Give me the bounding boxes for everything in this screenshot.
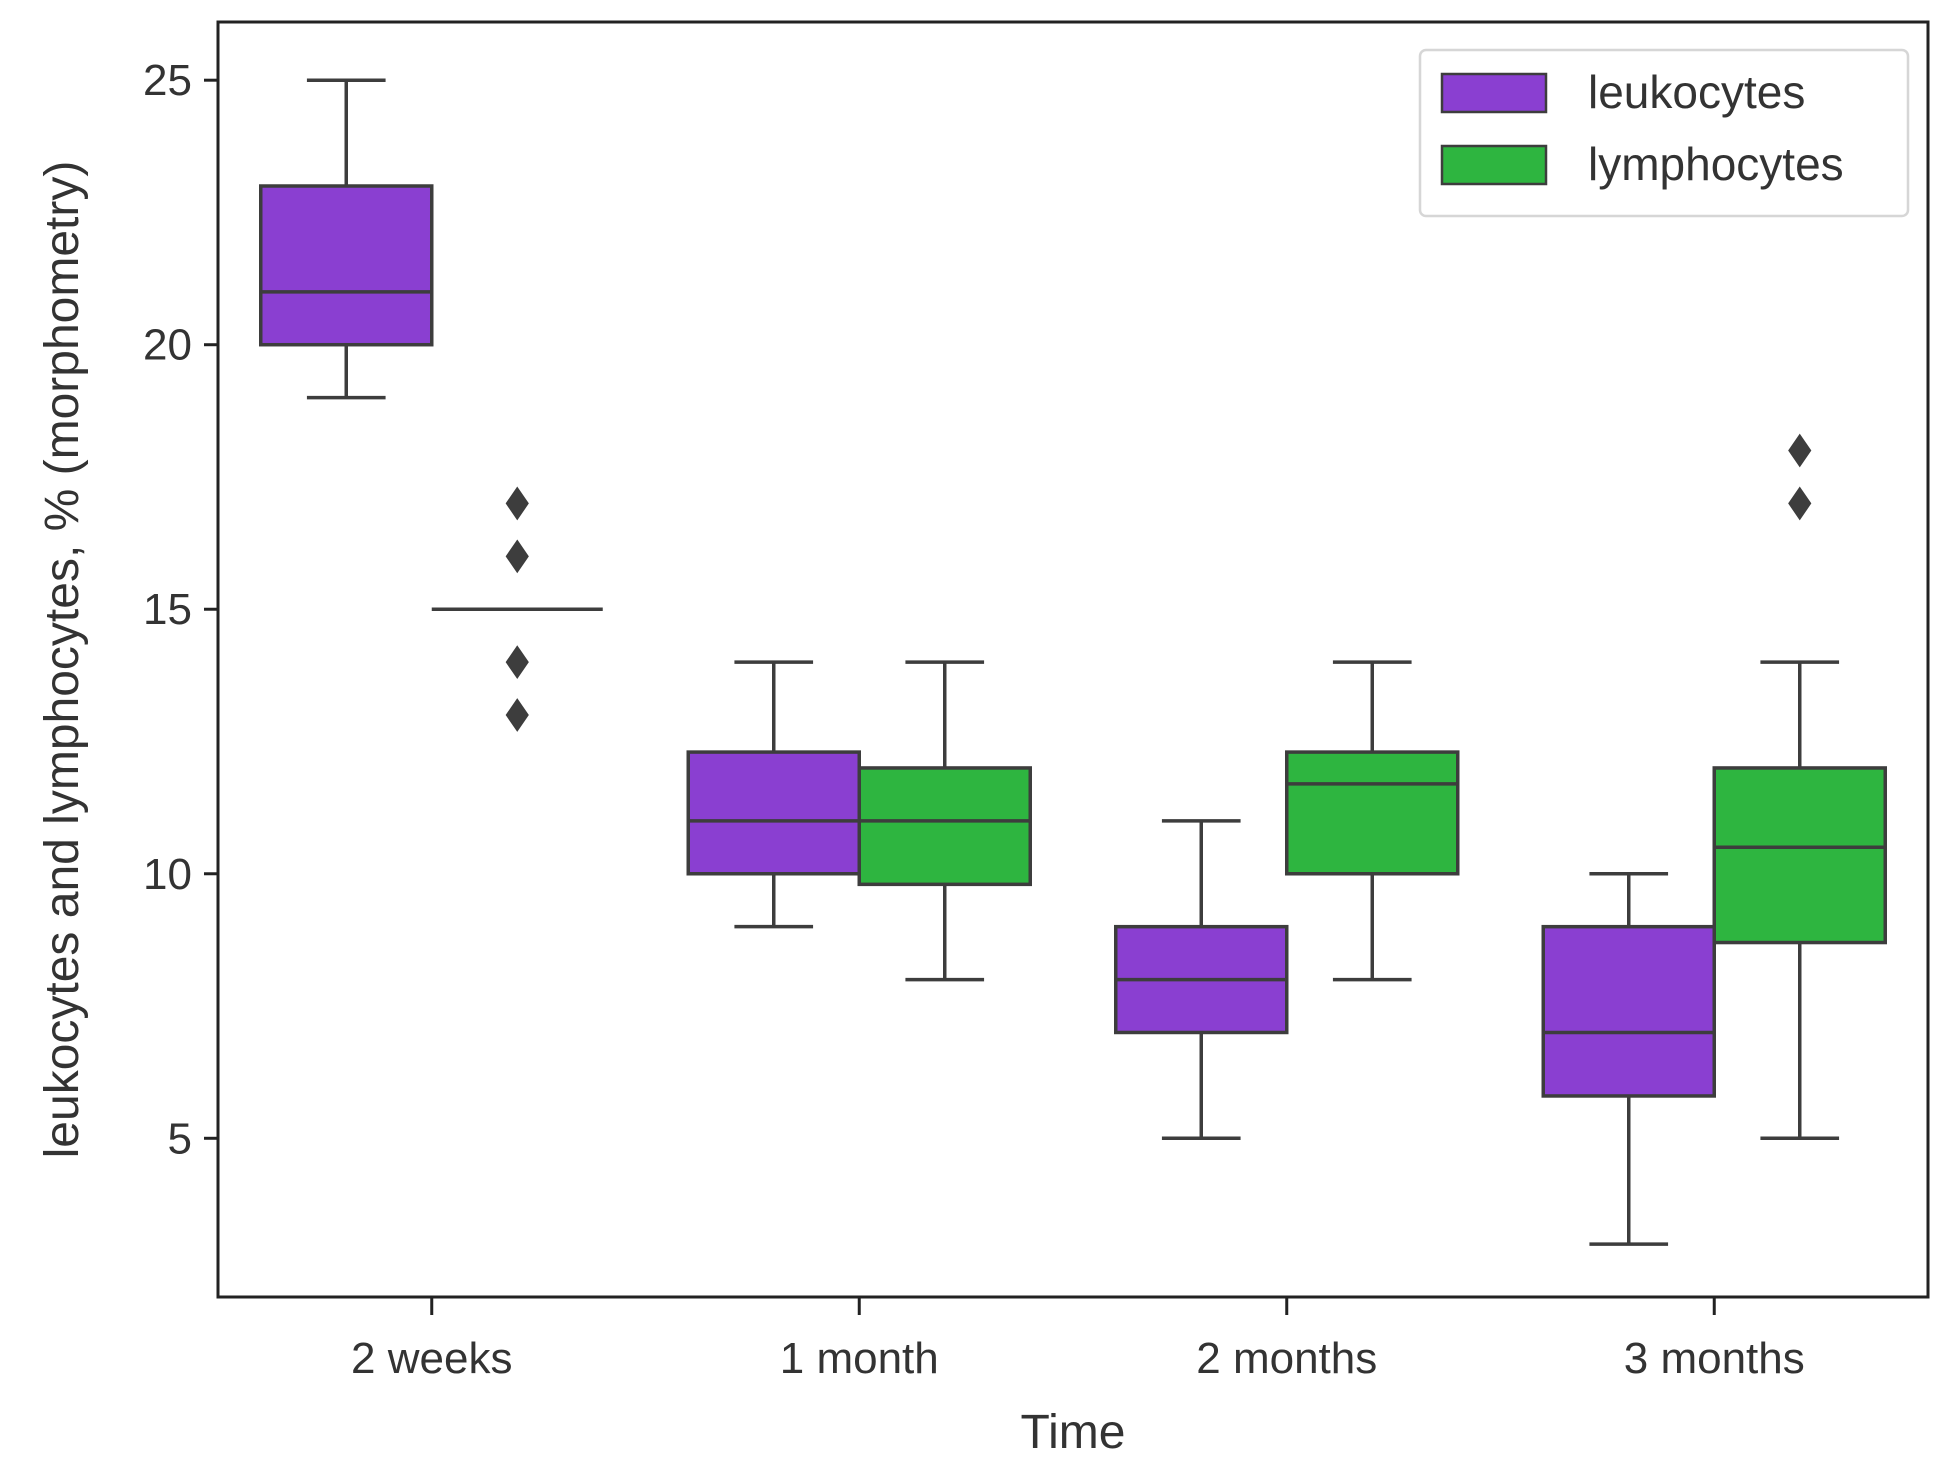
box-lymphocytes-2-months <box>1285 660 1460 982</box>
outlier-point <box>505 645 529 680</box>
outlier-point <box>505 539 529 574</box>
x-tick-label: 2 months <box>1196 1334 1377 1383</box>
box-iqr <box>1712 766 1887 945</box>
box-leukocytes-1-month <box>686 660 861 929</box>
legend-label-lymphocytes: lymphocytes <box>1588 138 1844 190</box>
box-leukocytes-3-months <box>1541 872 1716 1246</box>
chart-marks <box>259 78 1887 1246</box>
y-tick-label: 10 <box>143 850 192 899</box>
box-lymphocytes-1-month <box>857 660 1032 982</box>
x-tick-label: 3 months <box>1624 1334 1805 1383</box>
outlier-point <box>505 698 529 732</box>
y-axis-ticks: 5 10 15 20 25 <box>143 56 218 1163</box>
x-tick-label: 1 month <box>780 1334 939 1383</box>
outlier-point <box>505 486 529 521</box>
legend-label-leukocytes: leukocytes <box>1588 66 1805 118</box>
y-tick-label: 20 <box>143 321 192 370</box>
y-tick-label: 5 <box>168 1114 192 1163</box>
box-iqr <box>1541 924 1716 1098</box>
axes-frame <box>216 20 1930 1299</box>
outlier-point <box>1788 433 1812 468</box>
box-leukocytes-2-weeks <box>259 78 434 400</box>
box-iqr <box>686 750 861 876</box>
box-iqr <box>259 184 434 347</box>
box-leukocytes-2-months <box>1114 819 1289 1141</box>
box-lymphocytes-3-months <box>1712 433 1887 1141</box>
outlier-point <box>1788 486 1812 521</box>
legend-swatch-lymphocytes <box>1440 144 1548 186</box>
box-iqr <box>1285 750 1460 876</box>
x-axis-ticks: 2 weeks 1 month 2 months 3 months <box>351 1297 1805 1383</box>
x-tick-label: 2 weeks <box>351 1334 512 1383</box>
x-axis-label: Time <box>1021 1406 1126 1459</box>
box-lymphocytes-2-weeks <box>431 486 603 732</box>
y-tick-label: 15 <box>143 585 192 634</box>
legend: leukocytes lymphocytes <box>1418 48 1910 218</box>
legend-swatch-leukocytes <box>1440 72 1548 114</box>
y-axis-label: leukocytes and lymphocytes, % (morphomet… <box>36 161 89 1159</box>
box-iqr <box>857 766 1032 887</box>
y-tick-label: 25 <box>143 56 192 105</box>
